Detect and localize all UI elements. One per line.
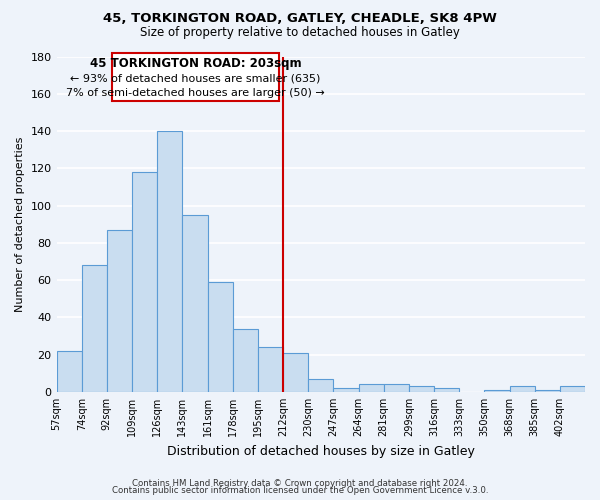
Text: ← 93% of detached houses are smaller (635): ← 93% of detached houses are smaller (63…: [70, 73, 321, 83]
Bar: [258, 347, 283, 392]
Bar: [132, 172, 157, 392]
X-axis label: Distribution of detached houses by size in Gatley: Distribution of detached houses by size …: [167, 444, 475, 458]
Bar: [409, 386, 434, 392]
Bar: [182, 215, 208, 392]
Bar: [560, 386, 585, 392]
Text: 45 TORKINGTON ROAD: 203sqm: 45 TORKINGTON ROAD: 203sqm: [90, 57, 301, 70]
Text: 7% of semi-detached houses are larger (50) →: 7% of semi-detached houses are larger (5…: [66, 88, 325, 98]
Text: 45, TORKINGTON ROAD, GATLEY, CHEADLE, SK8 4PW: 45, TORKINGTON ROAD, GATLEY, CHEADLE, SK…: [103, 12, 497, 26]
Bar: [283, 353, 308, 392]
Text: Size of property relative to detached houses in Gatley: Size of property relative to detached ho…: [140, 26, 460, 39]
Bar: [383, 384, 409, 392]
Y-axis label: Number of detached properties: Number of detached properties: [15, 136, 25, 312]
Bar: [107, 230, 132, 392]
Bar: [56, 351, 82, 392]
Text: Contains public sector information licensed under the Open Government Licence v.: Contains public sector information licen…: [112, 486, 488, 495]
Text: Contains HM Land Registry data © Crown copyright and database right 2024.: Contains HM Land Registry data © Crown c…: [132, 478, 468, 488]
FancyBboxPatch shape: [112, 53, 279, 102]
Bar: [535, 390, 560, 392]
Bar: [509, 386, 535, 392]
Bar: [359, 384, 383, 392]
Bar: [434, 388, 459, 392]
Bar: [484, 390, 509, 392]
Bar: [233, 328, 258, 392]
Bar: [82, 266, 107, 392]
Bar: [308, 379, 334, 392]
Bar: [334, 388, 359, 392]
Bar: [208, 282, 233, 392]
Bar: [157, 132, 182, 392]
